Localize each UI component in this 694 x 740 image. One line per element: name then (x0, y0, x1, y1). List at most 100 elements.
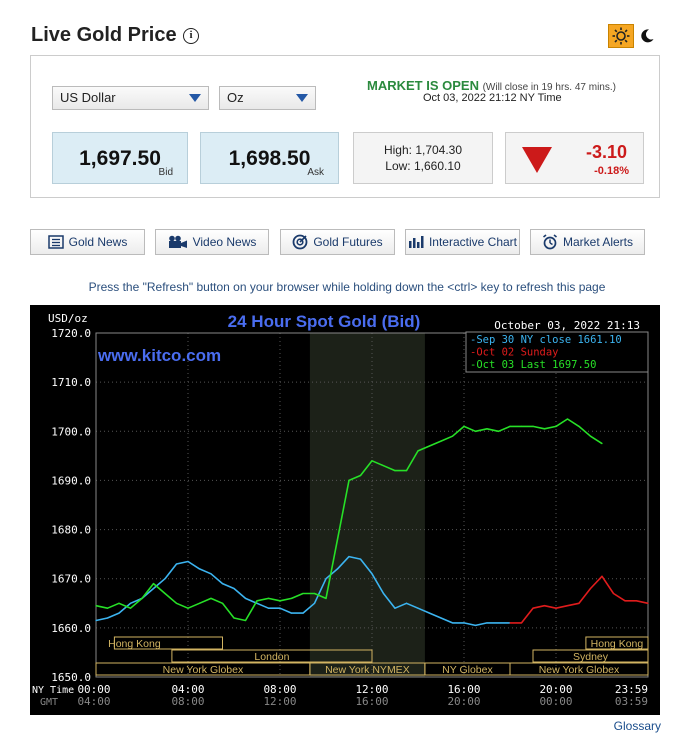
series-point (555, 607, 557, 609)
session-label: Hong Kong (108, 638, 161, 650)
series-point (578, 425, 580, 427)
x-tick-label-ny: 20:00 (539, 683, 572, 696)
session-label: New York Globex (539, 664, 620, 676)
series-point (164, 578, 166, 580)
chart-title: 24 Hour Spot Gold (Bid) (228, 312, 421, 331)
series-point (302, 612, 304, 614)
y-tick-label: 1650.0 (51, 671, 91, 684)
session-bar (113, 636, 223, 650)
interactive-chart-button[interactable]: Interactive Chart (405, 229, 520, 255)
alarm-clock-icon (542, 234, 557, 250)
interactive-chart-label: Interactive Chart (428, 235, 518, 249)
series-point (279, 600, 281, 602)
bid-box: 1,697.50 Bid (52, 132, 188, 184)
series-point (106, 607, 109, 609)
market-timestamp: Oct 03, 2022 21:12 NY Time (423, 92, 562, 104)
market-alerts-button[interactable]: Market Alerts (530, 229, 645, 255)
series-point (509, 622, 511, 624)
series-point (371, 573, 373, 575)
x-tick-label-gmt: 04:00 (77, 695, 110, 708)
currency-value: US Dollar (60, 90, 116, 105)
x-tick-label-gmt: 03:59 (615, 695, 648, 708)
series-point (164, 592, 166, 595)
series-point (382, 465, 385, 467)
series-point (566, 605, 569, 607)
series-point (336, 538, 339, 540)
gold-futures-button[interactable]: Gold Futures (280, 229, 395, 255)
series-point (543, 605, 546, 607)
series-point (233, 587, 235, 590)
series-point (520, 425, 523, 427)
series-point (348, 479, 350, 482)
series-point (95, 619, 97, 622)
gold-news-button[interactable]: Gold News (30, 229, 145, 255)
series-point (221, 583, 224, 585)
session-label: New York Globex (163, 664, 244, 676)
video-news-button[interactable]: Video News (155, 229, 269, 255)
x-tick-label-gmt: 00:00 (539, 695, 572, 708)
x-tick-label-gmt: 12:00 (263, 695, 296, 708)
series-point (290, 612, 293, 614)
series-point (325, 597, 327, 599)
series-point (463, 622, 465, 624)
series-point (313, 602, 316, 604)
info-icon[interactable]: i (183, 28, 199, 44)
series-point (428, 612, 431, 614)
x-tick-label-ny: 12:00 (355, 683, 388, 696)
bid-label: Bid (158, 167, 173, 178)
market-close-note: (Will close in 19 hrs. 47 mins.) (482, 82, 616, 93)
high-value: High: 1,704.30 (383, 143, 463, 157)
change-value: -3.10 (585, 142, 627, 162)
price-panel: US Dollar Oz MARKET IS OPEN (Will close … (30, 55, 660, 198)
series-line (95, 555, 510, 627)
page-title: Live Gold Price (31, 24, 177, 46)
series-point (106, 617, 109, 619)
down-arrow-icon (522, 147, 552, 173)
series-point (152, 587, 155, 590)
chart-svg: 1720.0 1710.0 1700.0 1690.0 1680.0 1670.0 1660… (32, 312, 649, 708)
sun-icon[interactable] (608, 24, 634, 48)
series-point (394, 607, 396, 609)
gold-futures-label: Gold Futures (313, 235, 383, 249)
series-point (141, 597, 143, 599)
theme-toggle[interactable] (608, 24, 660, 48)
series-point (578, 602, 580, 604)
currency-select[interactable]: US Dollar (52, 86, 209, 110)
series-point (256, 600, 258, 602)
series-point (359, 474, 362, 477)
series-point (486, 622, 488, 624)
series-point (175, 563, 178, 565)
series-point (405, 602, 408, 604)
series-point (566, 418, 569, 420)
unit-value: Oz (227, 90, 244, 105)
series-line (510, 575, 649, 624)
legend-entry: -Oct 03 Last 1697.50 (470, 359, 596, 371)
unit-select[interactable]: Oz (219, 86, 316, 110)
glossary-link[interactable]: Glossary (613, 719, 661, 733)
series-point (348, 556, 350, 558)
session-bar (532, 649, 649, 663)
bar-chart-icon (408, 236, 424, 248)
market-status-text: MARKET IS OPEN (367, 78, 479, 93)
legend-box (465, 331, 649, 373)
series-point (635, 600, 638, 602)
series-point (463, 425, 465, 427)
series-point (95, 605, 97, 607)
series-point (118, 612, 120, 614)
series-point (256, 602, 258, 604)
change-box: -3.10 -0.18% (505, 132, 644, 184)
series-point (336, 568, 339, 570)
session-label: NY Globex (442, 664, 493, 676)
series-point (210, 597, 212, 599)
session-bar (171, 649, 373, 663)
moon-icon[interactable] (634, 24, 660, 48)
series-point (175, 602, 178, 604)
series-point (359, 558, 362, 560)
y-tick-label: 1660.0 (51, 622, 91, 635)
series-point (118, 602, 120, 604)
series-point (509, 425, 511, 427)
ask-price: 1,698.50 (228, 147, 311, 170)
series-point (486, 428, 488, 430)
gold-news-label: Gold News (68, 235, 128, 249)
market-alerts-label: Market Alerts (562, 235, 634, 249)
